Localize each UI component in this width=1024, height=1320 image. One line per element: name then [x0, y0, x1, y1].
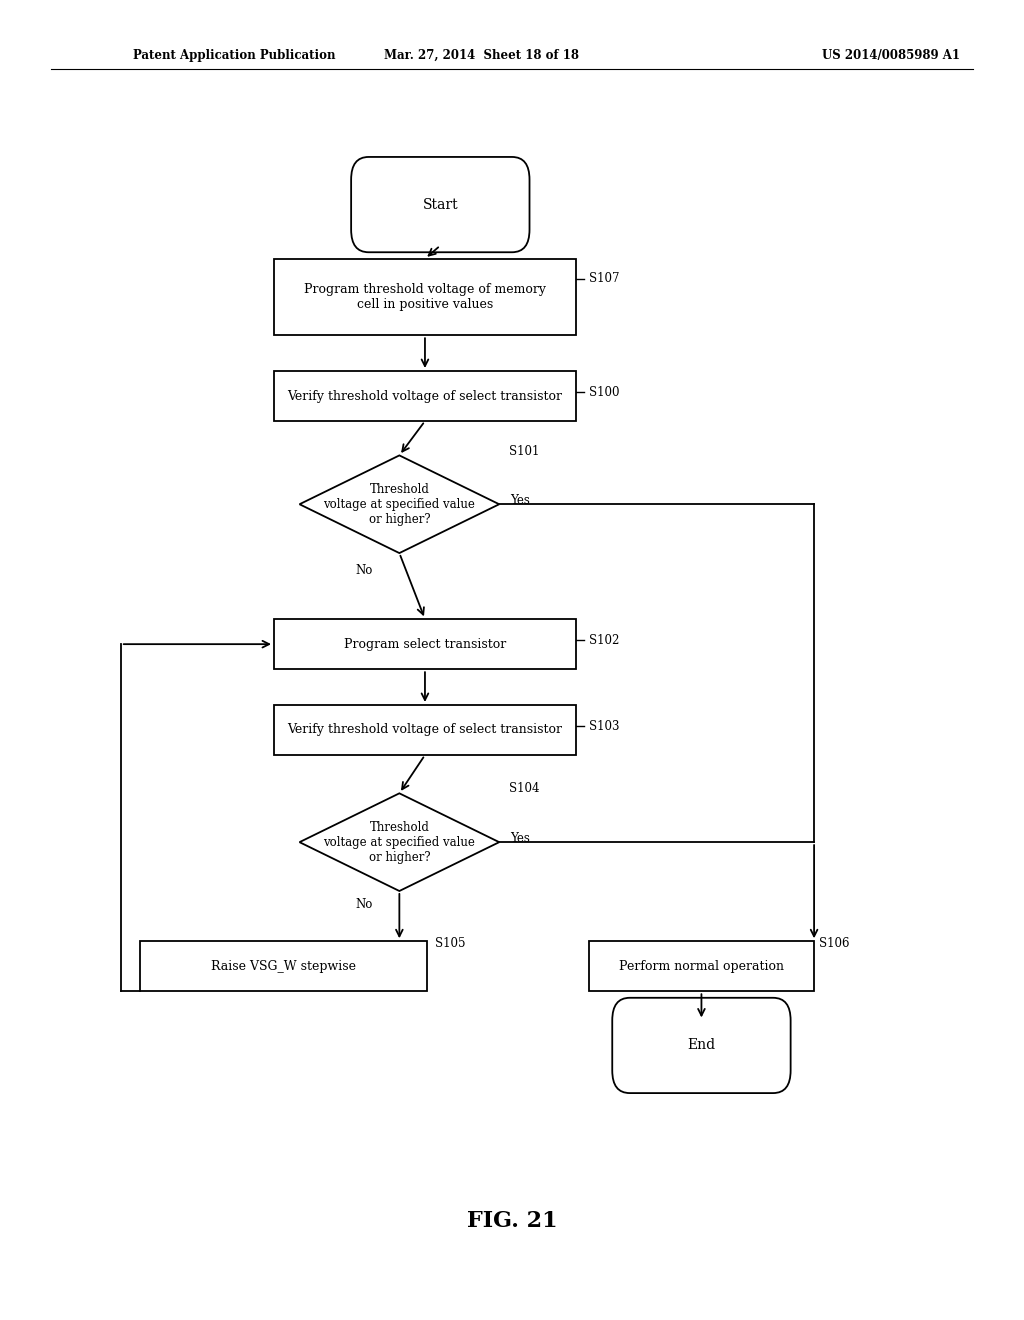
Bar	[589, 941, 814, 991]
Text: Verify threshold voltage of select transistor: Verify threshold voltage of select trans…	[288, 723, 562, 737]
Text: Start: Start	[423, 198, 458, 211]
Text: Raise VSG_W stepwise: Raise VSG_W stepwise	[211, 960, 356, 973]
Text: Perform normal operation: Perform normal operation	[618, 960, 784, 973]
Bar	[273, 259, 575, 335]
Text: Yes: Yes	[510, 494, 529, 507]
FancyBboxPatch shape	[612, 998, 791, 1093]
Polygon shape	[299, 455, 500, 553]
Text: Threshold
voltage at specified value
or higher?: Threshold voltage at specified value or …	[324, 483, 475, 525]
Bar	[273, 619, 575, 669]
Text: S101: S101	[509, 445, 540, 458]
Text: Mar. 27, 2014  Sheet 18 of 18: Mar. 27, 2014 Sheet 18 of 18	[384, 49, 579, 62]
Text: S104: S104	[509, 781, 540, 795]
Text: Program threshold voltage of memory
cell in positive values: Program threshold voltage of memory cell…	[304, 282, 546, 312]
Text: S102: S102	[589, 634, 620, 647]
Bar	[273, 371, 575, 421]
Text: US 2014/0085989 A1: US 2014/0085989 A1	[822, 49, 959, 62]
Text: S100: S100	[589, 385, 620, 399]
Text: Verify threshold voltage of select transistor: Verify threshold voltage of select trans…	[288, 389, 562, 403]
Text: Yes: Yes	[510, 832, 529, 845]
Text: S105: S105	[435, 937, 466, 950]
Text: No: No	[356, 898, 373, 911]
Text: End: End	[687, 1039, 716, 1052]
Text: S106: S106	[819, 937, 850, 950]
Text: S103: S103	[589, 719, 620, 733]
Text: Patent Application Publication: Patent Application Publication	[133, 49, 336, 62]
Text: S107: S107	[589, 272, 620, 285]
Text: Threshold
voltage at specified value
or higher?: Threshold voltage at specified value or …	[324, 821, 475, 863]
Polygon shape	[299, 793, 500, 891]
Bar	[273, 705, 575, 755]
Text: FIG. 21: FIG. 21	[467, 1210, 557, 1232]
Text: Program select transistor: Program select transistor	[344, 638, 506, 651]
FancyBboxPatch shape	[351, 157, 529, 252]
Text: No: No	[356, 564, 373, 577]
Bar	[140, 941, 427, 991]
